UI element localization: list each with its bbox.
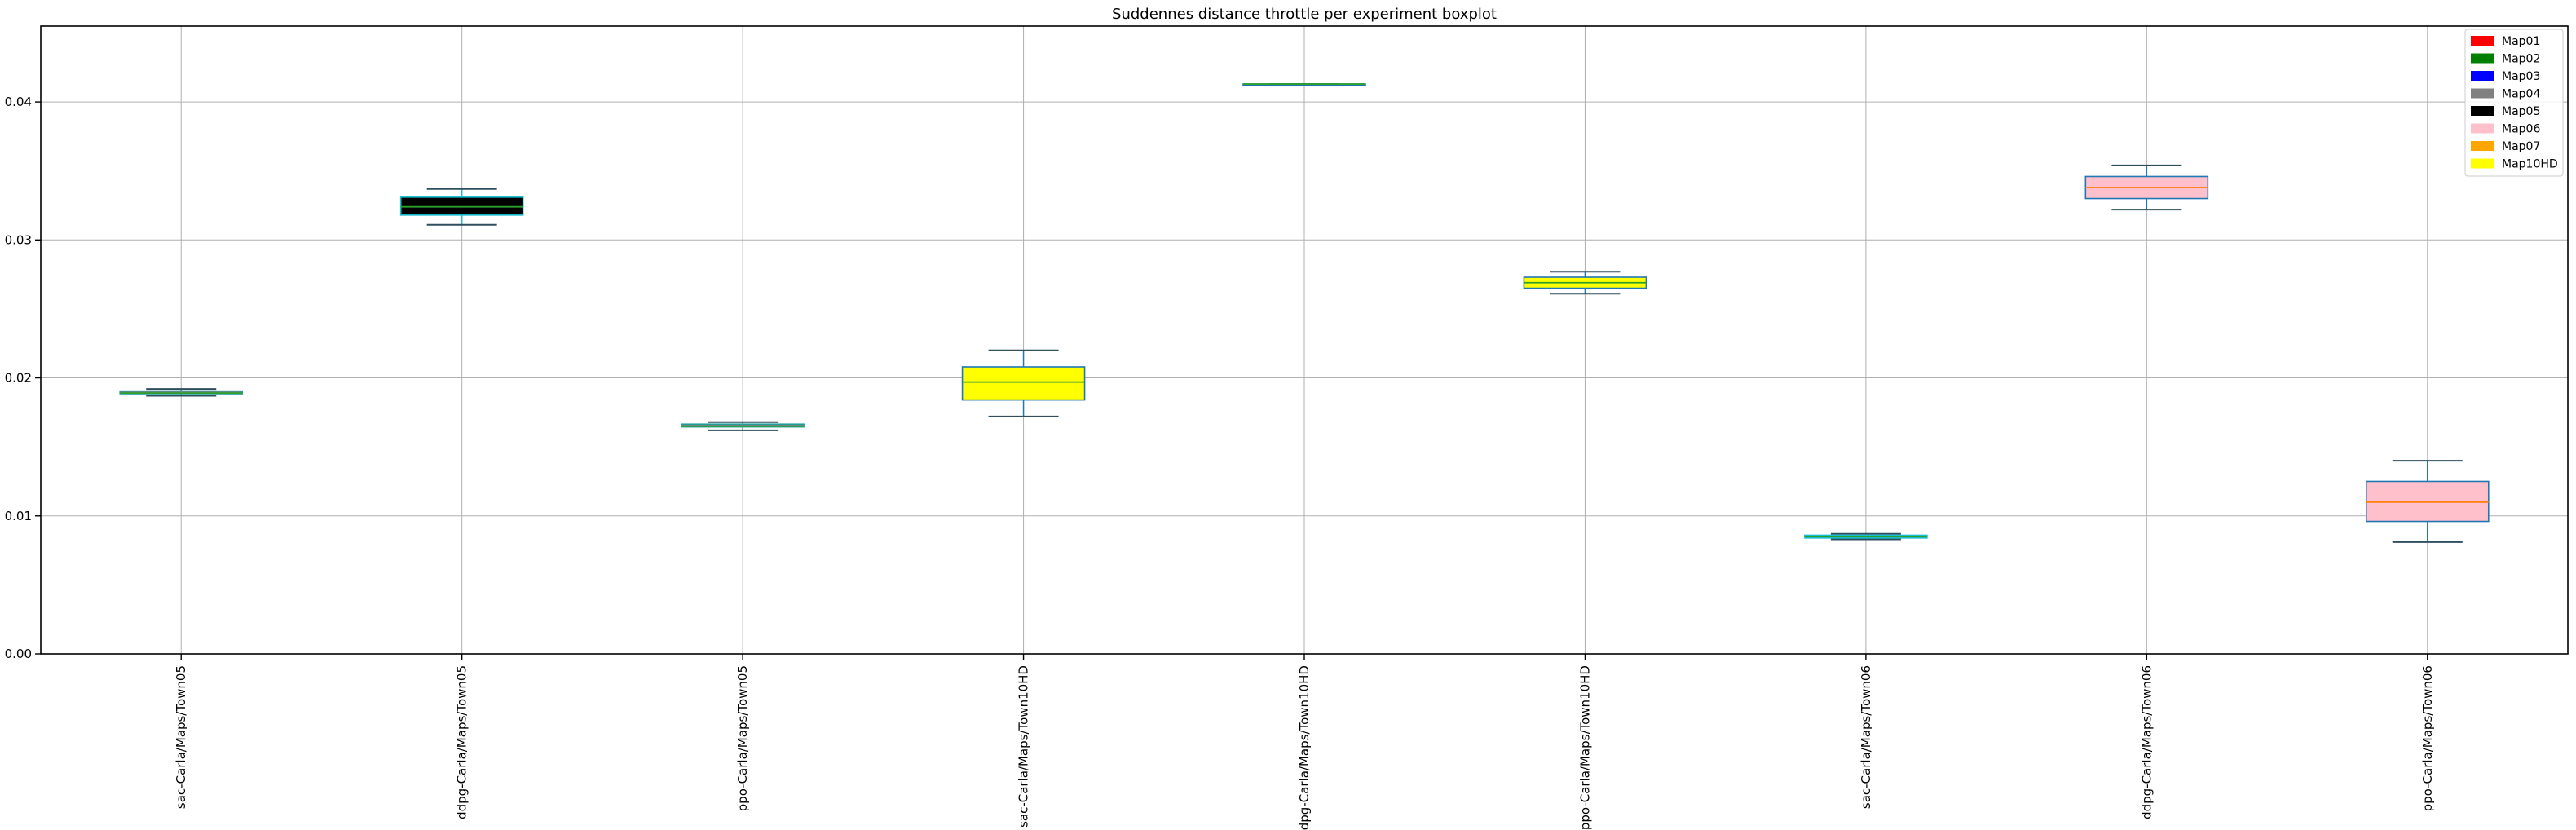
legend-swatch bbox=[2471, 71, 2494, 81]
y-tick-label: 0.04 bbox=[5, 95, 32, 109]
x-tick-label: ppo-Carla/Maps/Town06 bbox=[2420, 665, 2435, 811]
box-group bbox=[119, 83, 2490, 543]
x-tick-label: sac-Carla/Maps/Town06 bbox=[1859, 665, 1873, 809]
legend-swatch bbox=[2471, 53, 2494, 64]
legend-label: Map07 bbox=[2502, 140, 2540, 153]
x-axis: sac-Carla/Maps/Town05 ddpg-Carla/Maps/Tow… bbox=[174, 654, 2435, 830]
y-tick-label: 0.01 bbox=[5, 509, 32, 523]
legend-label: Map01 bbox=[2502, 35, 2540, 48]
box-2 bbox=[399, 188, 524, 226]
y-tick-label: 0.00 bbox=[5, 647, 32, 661]
y-tick-label: 0.03 bbox=[5, 232, 32, 247]
y-tick-label: 0.02 bbox=[5, 371, 32, 386]
x-tick-label: sac-Carla/Maps/Town10HD bbox=[1017, 665, 1031, 828]
box-8 bbox=[2084, 164, 2209, 211]
box-1 bbox=[119, 388, 244, 397]
box-5 bbox=[1242, 83, 1366, 86]
x-tick-label: ppo-Carla/Maps/Town05 bbox=[735, 665, 750, 811]
legend-swatch bbox=[2471, 158, 2494, 169]
x-tick-label: ddpg-Carla/Maps/Town05 bbox=[455, 665, 470, 819]
legend-label: Map05 bbox=[2502, 105, 2540, 118]
legend: Map01 Map02 Map03 Map04 Map05 Map06 Map07 Map10… bbox=[2464, 29, 2564, 177]
legend-label: Map03 bbox=[2502, 70, 2540, 83]
legend-swatch bbox=[2471, 141, 2494, 151]
legend-label: Map06 bbox=[2502, 123, 2540, 136]
legend-swatch bbox=[2471, 123, 2494, 134]
box-4 bbox=[961, 349, 1086, 417]
x-tick-label: ddpg-Carla/Maps/Town06 bbox=[2139, 665, 2154, 819]
legend-label: Map04 bbox=[2502, 88, 2540, 101]
legend-swatch bbox=[2471, 106, 2494, 116]
box-9 bbox=[2365, 460, 2490, 543]
box-6 bbox=[1523, 271, 1647, 295]
box-3 bbox=[681, 421, 805, 431]
grid-lines bbox=[41, 26, 2568, 655]
chart-title: Suddennes distance throttle per experime… bbox=[1112, 6, 1497, 23]
legend-label: Map10HD bbox=[2502, 158, 2558, 171]
x-tick-label: sac-Carla/Maps/Town05 bbox=[174, 665, 188, 809]
legend-swatch bbox=[2471, 88, 2494, 99]
legend-frame bbox=[2464, 29, 2564, 177]
box-rect bbox=[961, 366, 1086, 401]
y-axis: 0.00 0.01 0.02 0.03 0.04 bbox=[5, 95, 41, 661]
legend-swatch bbox=[2471, 36, 2494, 46]
x-tick-label: ppo-Carla/Maps/Town10HD bbox=[1577, 665, 1592, 830]
box-7 bbox=[1804, 532, 1928, 541]
x-tick-label: ddpg-Carla/Maps/Town10HD bbox=[1297, 665, 1312, 830]
legend-label: Map02 bbox=[2502, 53, 2540, 66]
